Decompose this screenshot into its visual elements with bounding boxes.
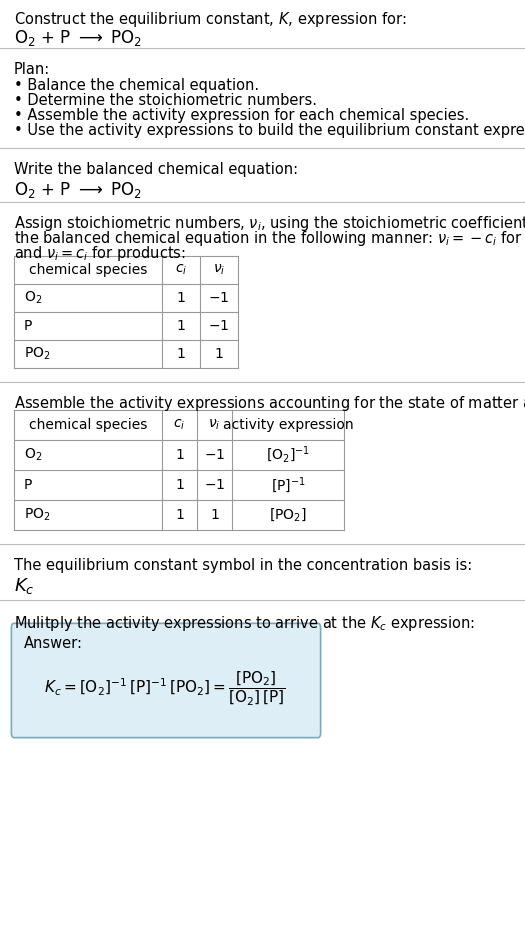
Text: $[\mathrm{O_2}]^{-1}$: $[\mathrm{O_2}]^{-1}$ xyxy=(266,445,310,465)
Text: 1: 1 xyxy=(176,319,185,333)
Text: P: P xyxy=(24,319,33,333)
Text: $-1$: $-1$ xyxy=(204,448,225,462)
Text: • Balance the chemical equation.: • Balance the chemical equation. xyxy=(14,78,259,93)
Text: $-1$: $-1$ xyxy=(208,291,229,305)
Text: 1: 1 xyxy=(176,291,185,305)
Text: The equilibrium constant symbol in the concentration basis is:: The equilibrium constant symbol in the c… xyxy=(14,558,472,573)
Text: • Assemble the activity expression for each chemical species.: • Assemble the activity expression for e… xyxy=(14,108,469,123)
Text: $K_c = [\mathrm{O_2}]^{-1}\,[\mathrm{P}]^{-1}\,[\mathrm{PO_2}] = \dfrac{[\mathrm: $K_c = [\mathrm{O_2}]^{-1}\,[\mathrm{P}]… xyxy=(44,670,285,708)
Text: Assign stoichiometric numbers, $\nu_i$, using the stoichiometric coefficients, $: Assign stoichiometric numbers, $\nu_i$, … xyxy=(14,214,525,233)
Text: • Use the activity expressions to build the equilibrium constant expression.: • Use the activity expressions to build … xyxy=(14,123,525,138)
Text: $[\mathrm{PO_2}]$: $[\mathrm{PO_2}]$ xyxy=(269,507,307,524)
Text: $c_i$: $c_i$ xyxy=(173,418,186,432)
Text: 1: 1 xyxy=(175,508,184,522)
Text: $\mathrm{PO_2}$: $\mathrm{PO_2}$ xyxy=(24,346,50,362)
Text: Answer:: Answer: xyxy=(24,636,83,651)
Text: chemical species: chemical species xyxy=(29,263,147,277)
Text: $[\mathrm{P}]^{-1}$: $[\mathrm{P}]^{-1}$ xyxy=(271,475,306,495)
Text: $-1$: $-1$ xyxy=(208,319,229,333)
Text: activity expression: activity expression xyxy=(223,418,353,432)
Text: chemical species: chemical species xyxy=(29,418,147,432)
Text: Write the balanced chemical equation:: Write the balanced chemical equation: xyxy=(14,162,298,177)
Text: 1: 1 xyxy=(215,347,224,361)
Text: Mulitply the activity expressions to arrive at the $K_c$ expression:: Mulitply the activity expressions to arr… xyxy=(14,614,475,633)
Text: and $\nu_i = c_i$ for products:: and $\nu_i = c_i$ for products: xyxy=(14,244,186,263)
Text: $\nu_i$: $\nu_i$ xyxy=(208,418,220,432)
Text: • Determine the stoichiometric numbers.: • Determine the stoichiometric numbers. xyxy=(14,93,317,108)
Text: 1: 1 xyxy=(175,478,184,492)
Text: $K_c$: $K_c$ xyxy=(14,576,35,596)
Text: Assemble the activity expressions accounting for the state of matter and $\nu_i$: Assemble the activity expressions accoun… xyxy=(14,394,525,413)
Text: $\mathrm{O_2}$: $\mathrm{O_2}$ xyxy=(24,446,43,463)
Text: the balanced chemical equation in the following manner: $\nu_i = -c_i$ for react: the balanced chemical equation in the fo… xyxy=(14,229,525,248)
Text: $\mathrm{O_2}$ + P $\longrightarrow$ $\mathrm{PO_2}$: $\mathrm{O_2}$ + P $\longrightarrow$ $\m… xyxy=(14,28,142,48)
Text: $-1$: $-1$ xyxy=(204,478,225,492)
Text: P: P xyxy=(24,478,33,492)
Text: 1: 1 xyxy=(176,347,185,361)
Text: $\nu_i$: $\nu_i$ xyxy=(213,263,225,277)
Text: 1: 1 xyxy=(175,448,184,462)
Text: $\mathrm{O_2}$ + P $\longrightarrow$ $\mathrm{PO_2}$: $\mathrm{O_2}$ + P $\longrightarrow$ $\m… xyxy=(14,180,142,200)
Text: $\mathrm{PO_2}$: $\mathrm{PO_2}$ xyxy=(24,507,50,524)
Text: Plan:: Plan: xyxy=(14,62,50,77)
Text: 1: 1 xyxy=(210,508,219,522)
Text: $c_i$: $c_i$ xyxy=(175,263,187,277)
Text: $\mathrm{O_2}$: $\mathrm{O_2}$ xyxy=(24,290,43,306)
FancyBboxPatch shape xyxy=(12,623,321,737)
Text: Construct the equilibrium constant, $K$, expression for:: Construct the equilibrium constant, $K$,… xyxy=(14,10,407,29)
